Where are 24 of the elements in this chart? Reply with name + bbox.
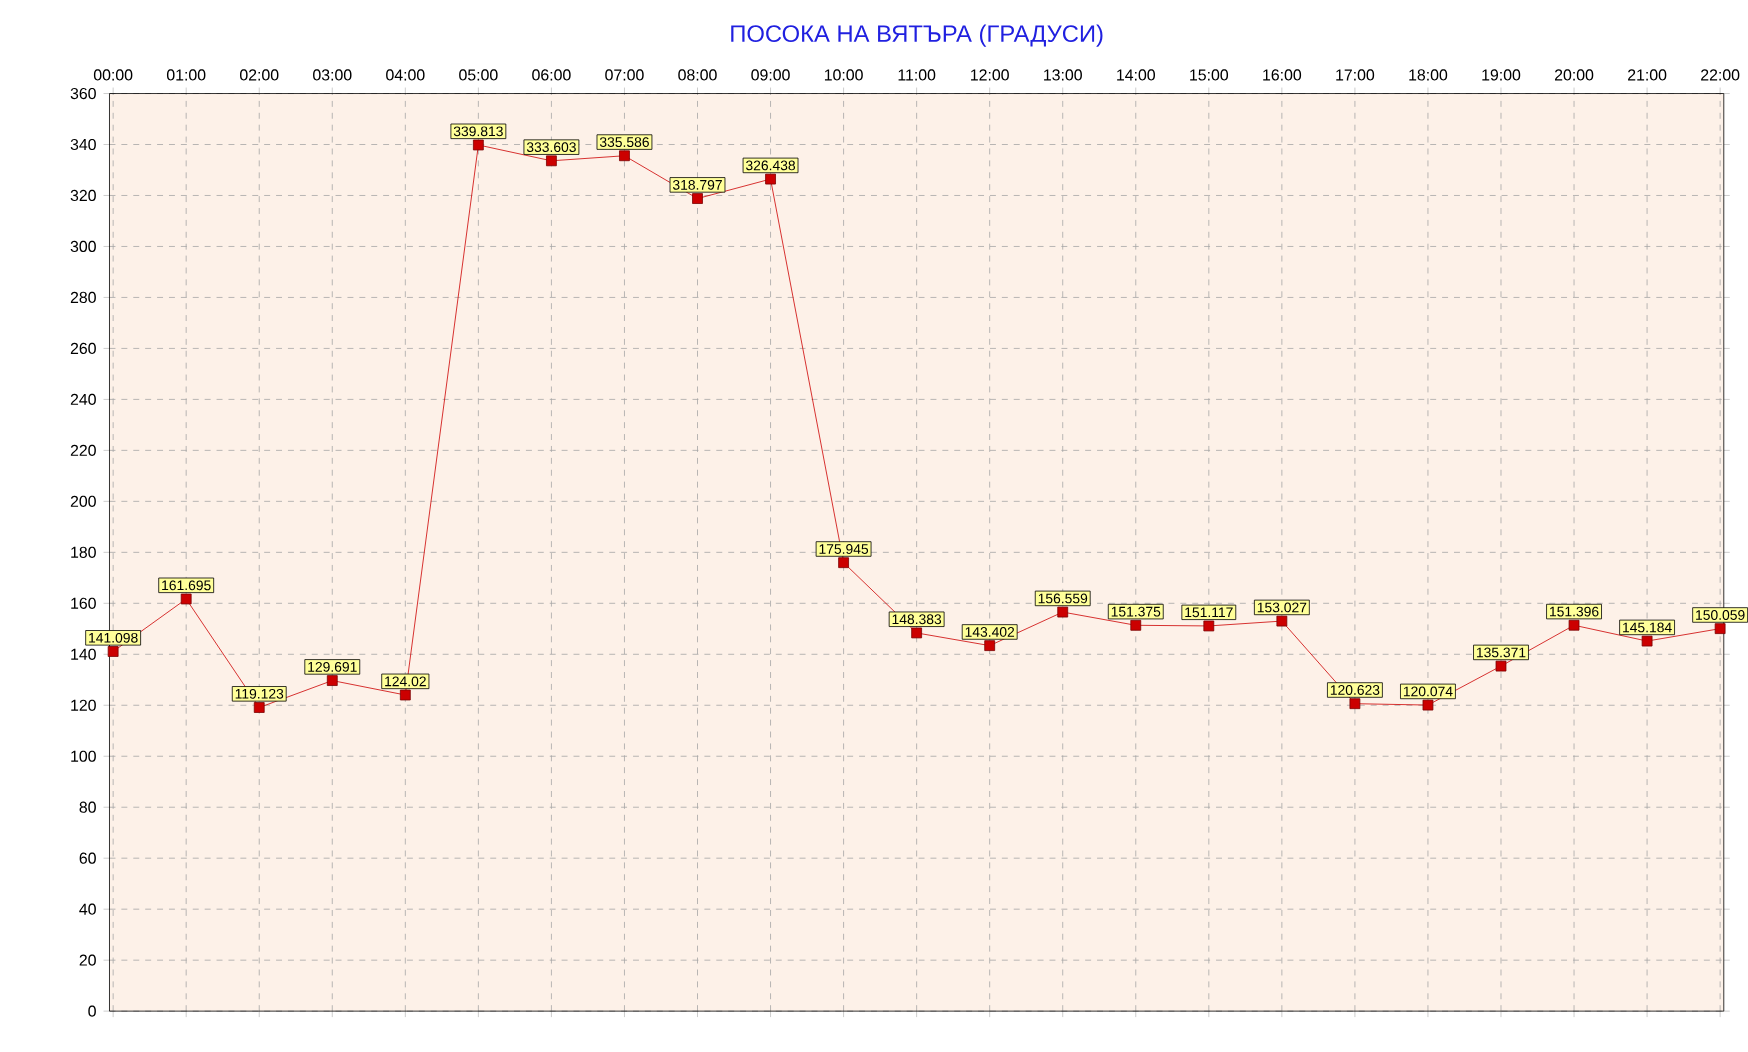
point (107, 645, 119, 657)
point (253, 701, 265, 713)
point (838, 556, 849, 568)
point (911, 627, 923, 638)
point (1714, 622, 1726, 634)
point (1276, 615, 1288, 626)
point (1495, 660, 1507, 671)
point (1349, 697, 1361, 709)
point (765, 173, 776, 184)
point (546, 154, 557, 166)
point (1057, 606, 1069, 617)
point (399, 689, 411, 700)
chart-title: ПОСОКА НА ВЯТЪРА (ГРАДУСИ) (731, 24, 1103, 47)
point (326, 674, 338, 686)
point (1568, 619, 1580, 631)
point (472, 139, 484, 150)
point (984, 639, 996, 651)
point (1203, 620, 1215, 631)
point (692, 192, 703, 204)
point (619, 149, 630, 161)
point (180, 593, 192, 604)
point (1130, 619, 1142, 631)
point (1422, 699, 1434, 710)
point (1641, 635, 1653, 646)
